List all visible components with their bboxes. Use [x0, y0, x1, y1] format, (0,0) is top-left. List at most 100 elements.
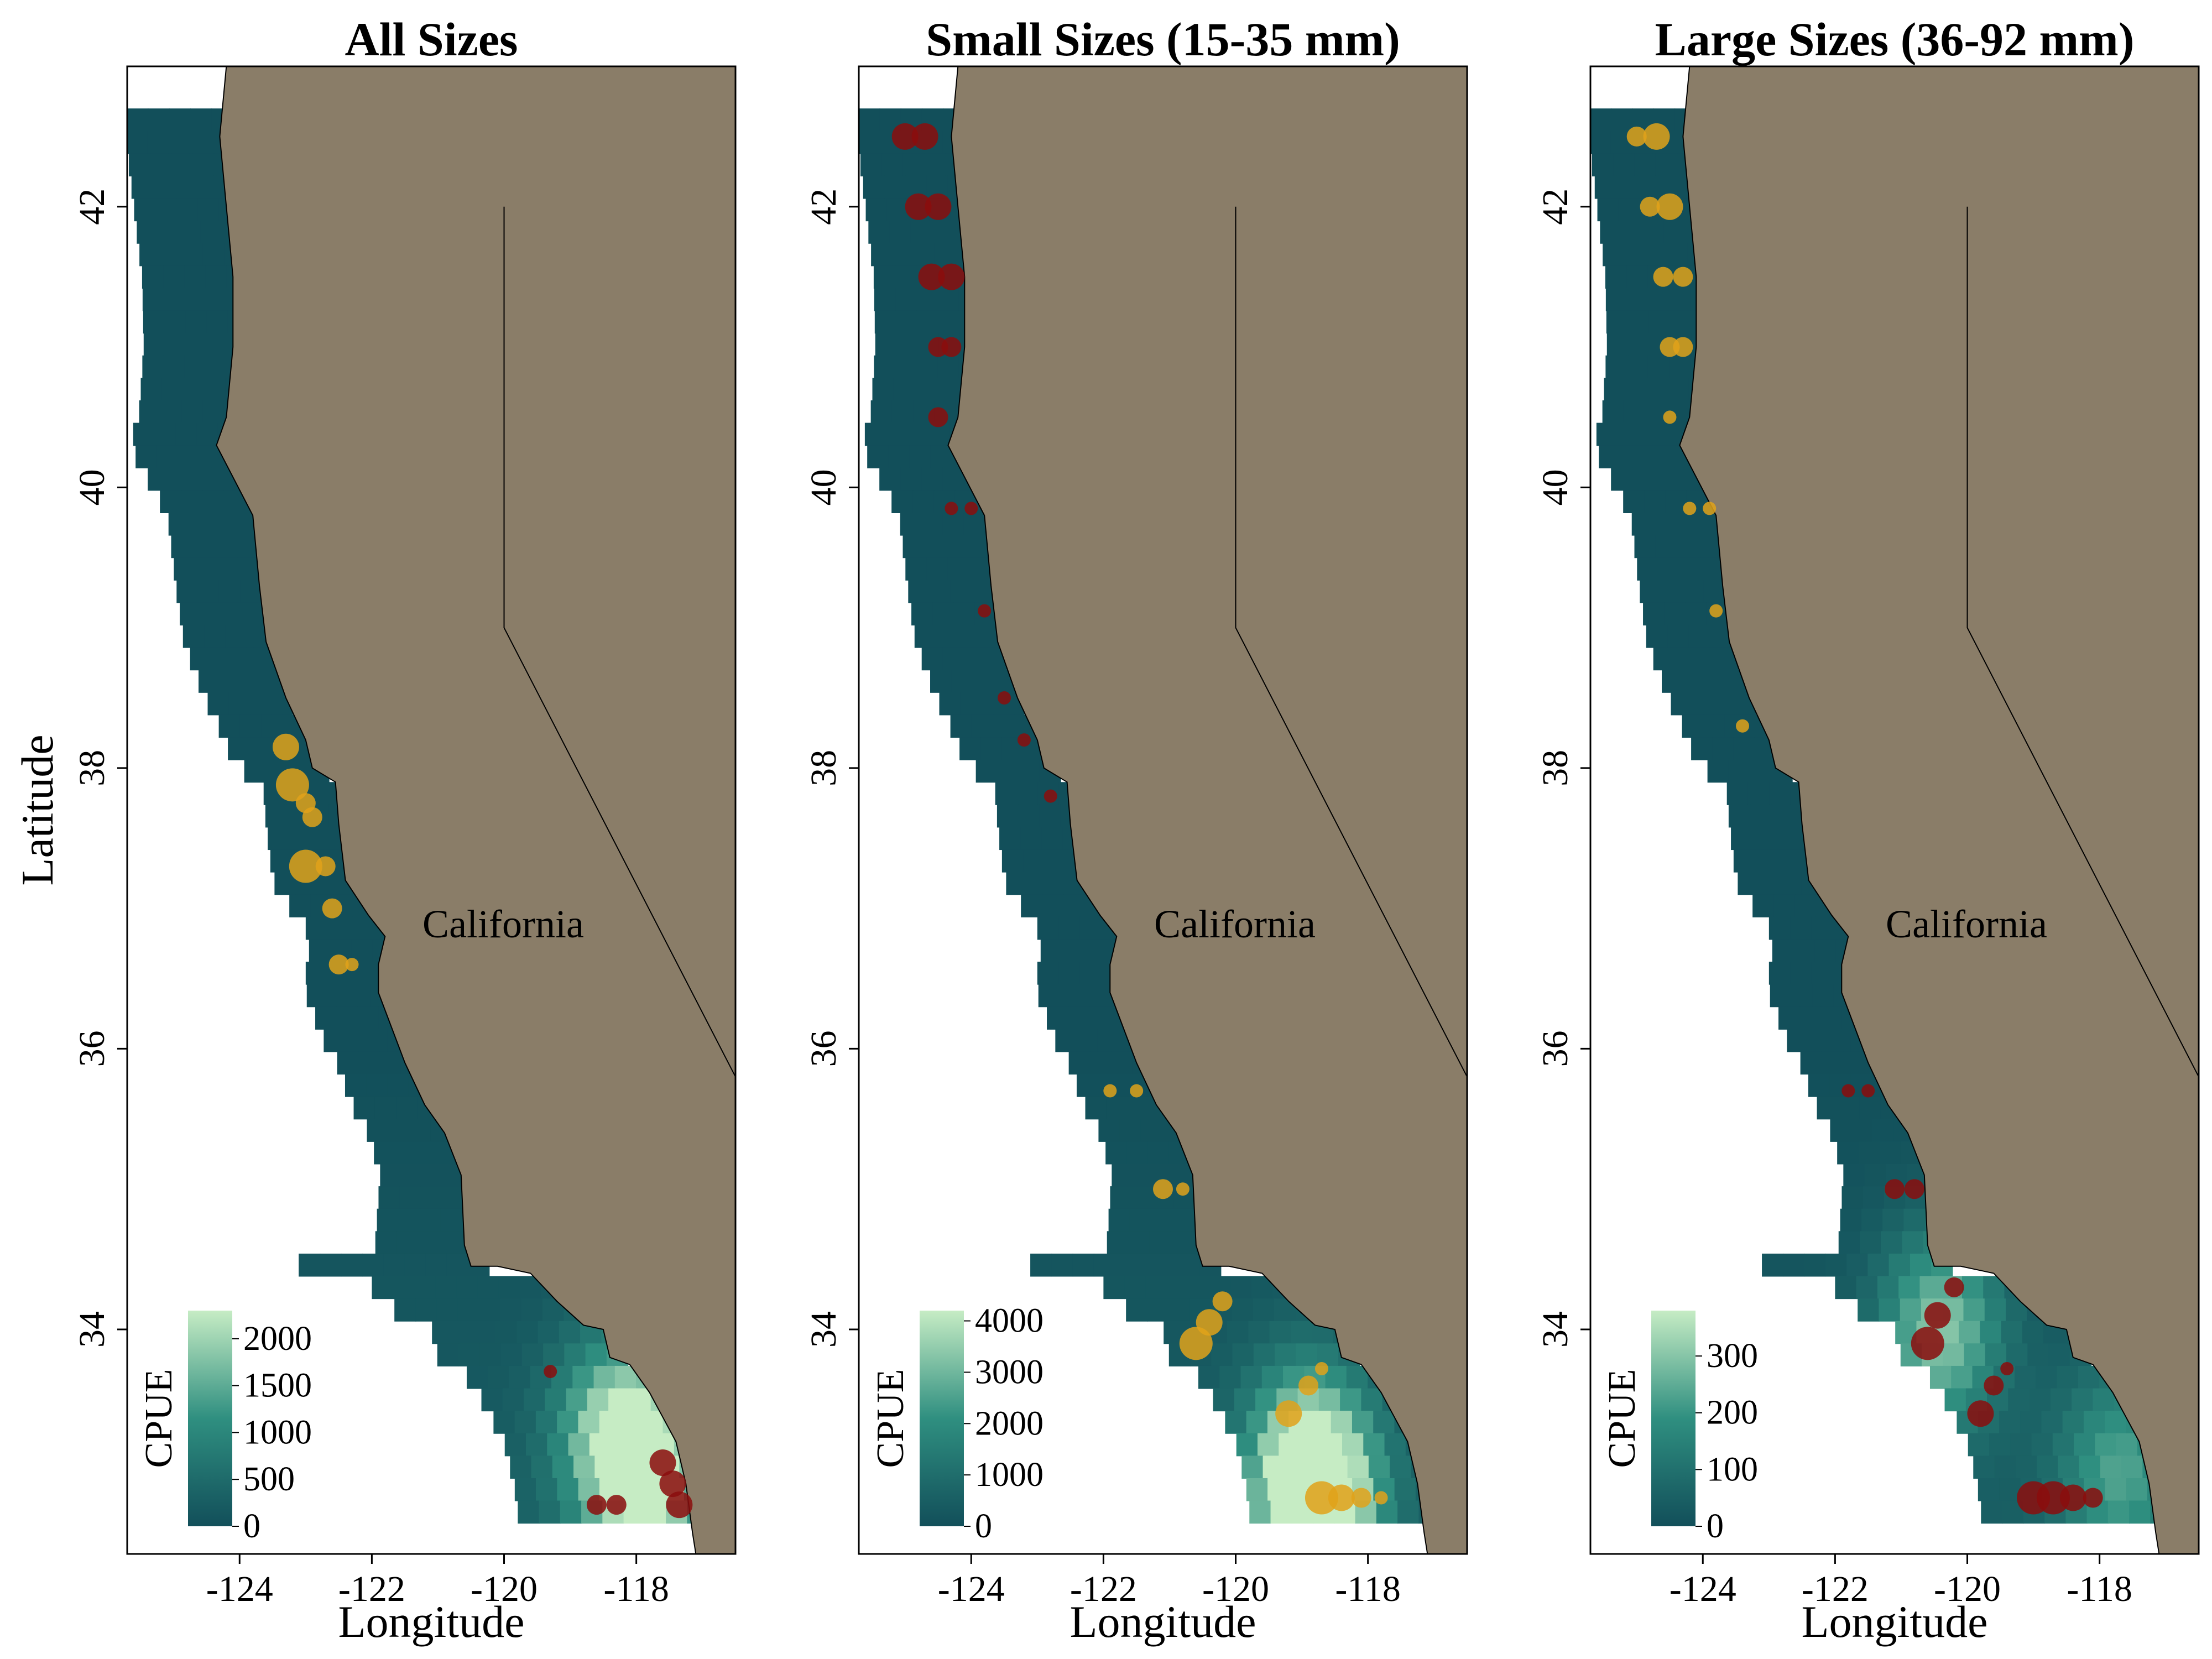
ocean-cell [914, 625, 937, 648]
ocean-cell [127, 131, 148, 154]
ocean-cell [1621, 221, 1643, 244]
ocean-cell [1662, 670, 1684, 693]
y-axis-ticks: 34 36 38 40 42 [72, 189, 127, 1348]
ocean-cell [1652, 513, 1675, 536]
ocean-cell [185, 288, 207, 311]
ocean-cell [1627, 288, 1649, 311]
ocean-cell [504, 1433, 526, 1457]
ocean-cell [1300, 1433, 1322, 1457]
ocean-cell [2029, 1388, 2051, 1412]
ocean-cell [874, 310, 897, 334]
x-axis-label: Longitude [1801, 1597, 1987, 1647]
ocean-cell [916, 355, 938, 379]
ocean-cell [133, 422, 155, 446]
ocean-cell [1394, 1478, 1416, 1501]
ocean-cell [189, 131, 212, 154]
ocean-cell [1653, 647, 1675, 671]
ocean-cell [432, 1321, 454, 1344]
ocean-cell [1111, 1051, 1133, 1075]
ocean-cell [874, 355, 896, 379]
ocean-cell [1611, 108, 1633, 132]
ocean-cell [889, 221, 911, 244]
ocean-cell [1321, 1433, 1343, 1457]
colorbar-tick-label: 2000 [243, 1320, 312, 1358]
ocean-cell [620, 1411, 643, 1434]
ocean-cell [1594, 175, 1617, 199]
ocean-cell [895, 265, 917, 289]
ocean-cell [185, 310, 207, 334]
ocean-cell [1267, 1478, 1290, 1501]
y-tick-label: 36 [1535, 1030, 1575, 1067]
ocean-cell [980, 737, 1003, 760]
ocean-cell [1783, 1253, 1805, 1277]
ocean-cell [1817, 1096, 1839, 1120]
ocean-cell [1021, 894, 1043, 917]
cpue-point [1709, 604, 1723, 618]
cpue-point [1663, 410, 1677, 424]
ocean-cell [1103, 1276, 1125, 1300]
panel-all-sizes: All Sizes California -124 -122 -120 -118 34… [12, 13, 737, 1647]
ocean-cell [1829, 1029, 1851, 1052]
ocean-cell [1771, 804, 1793, 828]
ocean-cell [917, 310, 939, 334]
cpue-point [1179, 1327, 1213, 1360]
ocean-cell [1076, 1029, 1098, 1052]
ocean-cell [171, 153, 193, 176]
ocean-cell [315, 1006, 337, 1030]
plot-frame [1589, 65, 2200, 1555]
cpue-points [1626, 123, 2103, 1515]
ocean-cell [1900, 1298, 1922, 1322]
colorbar-tick-label: 3000 [975, 1353, 1044, 1391]
cpue-point [938, 263, 965, 290]
ocean-cell [232, 513, 254, 536]
ocean-cell [932, 221, 954, 244]
ocean-cell [1667, 378, 1689, 401]
ocean-cell [164, 310, 186, 334]
ocean-cell [1919, 1276, 1942, 1300]
ocean-cell [180, 602, 202, 626]
ocean-cell [1172, 1208, 1194, 1232]
ocean-cell [1985, 1343, 2007, 1366]
ocean-cell [372, 1276, 394, 1300]
ocean-cell [174, 175, 196, 199]
ocean-cell [1081, 984, 1103, 1008]
ocean-cell [394, 1298, 416, 1322]
ocean-cell [969, 557, 991, 581]
y-tick-label: 36 [72, 1030, 112, 1067]
ocean-cell [442, 1186, 464, 1209]
ocean-cell [632, 1433, 654, 1457]
ocean-cell [1800, 1051, 1822, 1075]
ocean-cell [232, 647, 254, 671]
ocean-cell [509, 1365, 531, 1389]
ocean-cell [249, 737, 271, 760]
x-tick-label: -120 [1934, 1569, 2001, 1609]
ocean-cell [2095, 1433, 2117, 1457]
ocean-cell [1390, 1455, 1412, 1479]
ocean-cell [1627, 310, 1650, 334]
ocean-cell [892, 243, 914, 267]
ocean-cell [1290, 1321, 1313, 1344]
ocean-cell [1255, 1388, 1277, 1412]
ocean-cell [1620, 445, 1642, 468]
ocean-cell [1352, 1411, 1374, 1434]
ocean-cell [1131, 1186, 1153, 1209]
ocean-cell [1626, 355, 1648, 379]
ocean-cell [521, 1298, 544, 1322]
ocean-cell [135, 445, 158, 468]
ocean-cell [1236, 1433, 1258, 1457]
ocean-cell [865, 198, 888, 222]
ocean-cell [1646, 625, 1668, 648]
ocean-cell [1733, 737, 1755, 760]
x-tick-label: -124 [206, 1569, 273, 1609]
ocean-cell [418, 1231, 440, 1254]
cpue-point [544, 1365, 557, 1379]
ocean-cell [143, 333, 166, 356]
y-axis-ticks: 34 36 38 40 42 [804, 189, 859, 1348]
ocean-cell [1128, 1231, 1150, 1254]
ocean-cell [1632, 467, 1654, 491]
ocean-cell [993, 714, 1015, 738]
ocean-cell [206, 355, 228, 379]
ocean-cell [1648, 310, 1671, 334]
ocean-cell [377, 1208, 399, 1232]
ocean-cell [234, 535, 257, 559]
